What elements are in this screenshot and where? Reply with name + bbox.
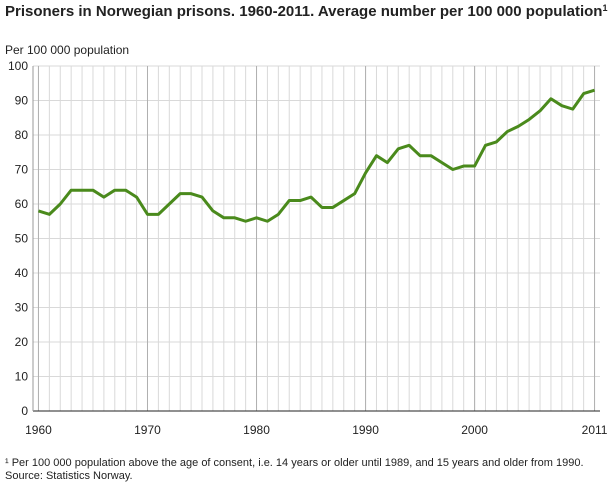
y-tick-label: 0 [21, 404, 28, 418]
y-tick-label: 50 [15, 232, 29, 246]
source: Source: Statistics Norway. [5, 470, 133, 482]
x-tick-label: 1980 [243, 423, 270, 437]
y-tick-label: 20 [15, 335, 29, 349]
x-tick-label: 1970 [134, 423, 161, 437]
chart-title: Prisoners in Norwegian prisons. 1960-201… [5, 3, 602, 20]
y-tick-label: 70 [15, 163, 29, 177]
y-tick-label: 60 [15, 197, 29, 211]
y-axis-label: Per 100 000 population [5, 43, 129, 57]
footnote: ¹ Per 100 000 population above the age o… [5, 457, 584, 469]
y-tick-label: 40 [15, 266, 29, 280]
x-tick-label: 2000 [461, 423, 488, 437]
y-tick-label: 90 [15, 94, 29, 108]
data-line [37, 88, 596, 223]
y-tick-label: 80 [15, 128, 29, 142]
y-tick-label: 30 [15, 301, 29, 315]
chart-title-line: Prisoners in Norwegian prisons. 1960-201… [5, 3, 607, 20]
x-tick-label: 1990 [352, 423, 379, 437]
title-superscript: 1 [602, 3, 607, 13]
x-tick-label: 1960 [25, 423, 52, 437]
y-tick-label: 100 [8, 59, 28, 73]
x-tick-label: 2011 [582, 423, 608, 437]
y-tick-label: 10 [15, 370, 29, 384]
